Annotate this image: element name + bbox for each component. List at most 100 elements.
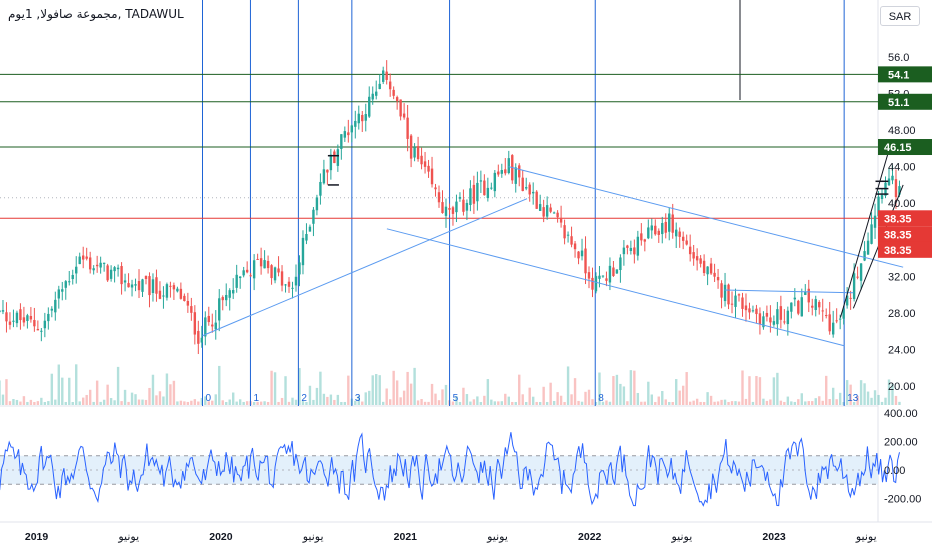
candle <box>490 182 493 190</box>
candle-body <box>859 263 863 281</box>
candle <box>127 273 130 288</box>
time-tick-label: يونيو <box>486 531 508 543</box>
trend-line[interactable] <box>202 198 528 337</box>
candle <box>420 147 423 170</box>
trend-line[interactable] <box>724 289 854 294</box>
candle-body <box>151 279 155 294</box>
currency-button[interactable]: SAR <box>880 6 920 26</box>
candle <box>786 306 790 336</box>
candle <box>312 207 315 237</box>
candle <box>476 171 479 211</box>
candle <box>465 199 469 221</box>
volume-bar <box>123 389 127 405</box>
candle-body <box>531 191 535 194</box>
candle-body <box>368 96 371 117</box>
candle-body <box>280 271 284 286</box>
candle <box>218 289 221 332</box>
candle-body <box>633 247 636 255</box>
candle <box>75 256 78 284</box>
candle-body <box>385 71 388 80</box>
volume-bar <box>542 386 545 405</box>
candle <box>123 273 127 292</box>
candle <box>734 288 737 318</box>
volume-bar <box>416 400 420 405</box>
candle-body <box>507 158 510 174</box>
candle <box>493 170 497 198</box>
price-tag-label: 38.35 <box>884 213 912 225</box>
volume-bar <box>165 373 169 405</box>
candle-body <box>713 272 716 277</box>
candle-body <box>500 169 503 174</box>
candle-body <box>141 279 144 292</box>
candle-body <box>270 265 273 279</box>
candle-body <box>162 295 165 297</box>
volume-bar <box>120 401 123 405</box>
candle-body <box>88 257 92 270</box>
candle-body <box>92 268 95 271</box>
volume-bar <box>312 399 315 405</box>
volume-bar <box>190 400 193 405</box>
candle-body <box>312 209 315 224</box>
volume-bar <box>22 396 26 405</box>
candle-body <box>183 295 186 301</box>
volume-bar <box>633 370 636 405</box>
candle-body <box>165 284 169 298</box>
candle-body <box>465 202 469 211</box>
volume-bar <box>779 400 783 405</box>
candle <box>120 262 123 295</box>
candle <box>416 136 420 162</box>
candle <box>675 222 678 249</box>
candle-body <box>40 330 43 332</box>
candle-body <box>399 99 402 117</box>
volume-bar <box>144 399 148 405</box>
candle-body <box>242 270 245 276</box>
trend-line[interactable] <box>386 228 845 347</box>
candle <box>650 218 653 239</box>
trend-line[interactable] <box>839 139 893 318</box>
candle-body <box>71 274 74 280</box>
candle <box>364 103 367 132</box>
candle-body <box>78 256 81 265</box>
volume-bar <box>378 375 381 405</box>
candle <box>423 151 427 174</box>
candle-body <box>695 256 699 261</box>
volume-bar <box>640 401 643 405</box>
candle <box>647 219 650 240</box>
horizontal-levels[interactable] <box>0 73 878 219</box>
candle-body <box>556 212 559 218</box>
candle-body <box>259 258 263 267</box>
candle-body <box>472 184 476 204</box>
cycle-label: 3 <box>355 393 361 404</box>
candle <box>497 164 500 177</box>
candle-body <box>856 276 859 278</box>
volume-bar <box>573 378 577 405</box>
candle <box>654 219 657 236</box>
oscillator-tick-label: 400.00 <box>884 408 918 420</box>
volume-bar <box>601 401 605 405</box>
candle-body <box>814 299 817 311</box>
candle-body <box>566 234 570 236</box>
candle <box>811 298 814 316</box>
candle-body <box>640 233 643 241</box>
volume-bar <box>392 370 395 405</box>
volume-bar <box>734 401 737 405</box>
trend-line[interactable] <box>508 166 904 268</box>
candle-body <box>197 330 200 344</box>
candle-body <box>835 320 838 322</box>
volume-bar <box>894 395 898 405</box>
candle-body <box>225 295 228 301</box>
volume-bar <box>106 384 109 405</box>
candle <box>343 126 347 142</box>
candle-body <box>734 295 737 307</box>
candle <box>287 277 291 293</box>
price-tag-bg <box>878 241 932 258</box>
candle <box>448 203 451 215</box>
candle-body <box>127 283 130 288</box>
candle <box>657 228 660 243</box>
candle-body <box>772 321 776 325</box>
candle <box>769 305 772 333</box>
candle <box>633 239 636 264</box>
price-tag-label: 38.35 <box>884 229 912 241</box>
volume-bar <box>406 371 409 405</box>
